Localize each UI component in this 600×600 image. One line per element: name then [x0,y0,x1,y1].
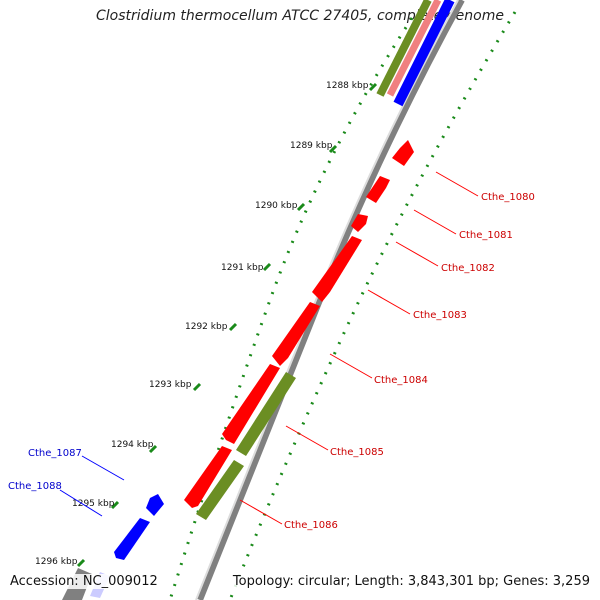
outer-dotted-ring-left [168,17,414,600]
kbp-label-1293: 1293 kbp [149,380,192,390]
kbp-label-1296: 1296 kbp [35,557,78,567]
tick-mark-1295 [110,500,120,510]
kbp-label-1290: 1290 kbp [255,201,298,211]
tick-mark-1292 [228,322,238,332]
gene-red-1085[interactable] [222,364,280,444]
tick-mark-1288 [368,82,378,92]
leader-line-1083 [367,289,411,315]
olive-feature-top [376,0,432,97]
leader-line-1087 [81,455,125,481]
leader-line-1086 [239,499,283,525]
leader-line-1088 [59,489,103,517]
gene-label-1087[interactable]: Cthe_1087 [28,448,82,459]
leader-line-1084 [329,353,373,379]
tick-mark-1290 [296,202,306,212]
kbp-label-1288: 1288 kbp [326,81,369,91]
blue-feature-top [393,0,455,107]
gene-cthe-1081[interactable] [366,176,390,203]
gene-cthe-1084[interactable] [272,302,320,366]
dotted-ring-right [228,11,517,600]
gene-label-1084[interactable]: Cthe_1084 [374,375,428,386]
tick-mark-1294 [148,444,158,454]
kbp-label-1292: 1292 kbp [185,322,228,332]
tick-mark-1293 [192,382,202,392]
backbone-highlight [195,0,459,600]
gene-cthe-1080[interactable] [392,140,414,166]
tick-mark-1291 [262,262,272,272]
gene-cthe-1083[interactable] [312,236,362,302]
pink-feature-top [386,0,442,97]
leader-line-1085 [285,425,329,451]
leader-line-1082 [395,241,439,267]
gene-label-1083[interactable]: Cthe_1083 [413,310,467,321]
kbp-label-1295: 1295 kbp [72,499,115,509]
topology-label: Topology: circular; Length: 3,843,301 bp… [230,574,592,589]
kbp-label-1294: 1294 kbp [111,440,154,450]
olive-feature-1086 [196,460,244,520]
gene-label-1086[interactable]: Cthe_1086 [284,520,338,531]
tick-mark-1289 [328,144,338,154]
accession-label: Accession: NC_009012 [8,574,160,589]
gene-label-1088[interactable]: Cthe_1088 [8,481,62,492]
leader-line-1081 [413,209,457,235]
gene-cthe-1082[interactable] [351,214,368,232]
gene-cthe-1088[interactable] [114,518,150,560]
gene-label-1082[interactable]: Cthe_1082 [441,263,495,274]
gene-label-1081[interactable]: Cthe_1081 [459,230,513,241]
olive-feature-1085 [236,372,296,456]
tick-mark-1296 [76,558,86,568]
leader-line-1080 [435,171,479,197]
gene-label-1085[interactable]: Cthe_1085 [330,447,384,458]
gene-label-1080[interactable]: Cthe_1080 [481,192,535,203]
map-title: Clostridium thermocellum ATCC 27405, com… [96,8,504,24]
gene-cthe-1087[interactable] [146,494,164,516]
gene-red-1086[interactable] [184,446,232,508]
kbp-label-1291: 1291 kbp [221,263,264,273]
kbp-label-1289: 1289 kbp [290,141,333,151]
